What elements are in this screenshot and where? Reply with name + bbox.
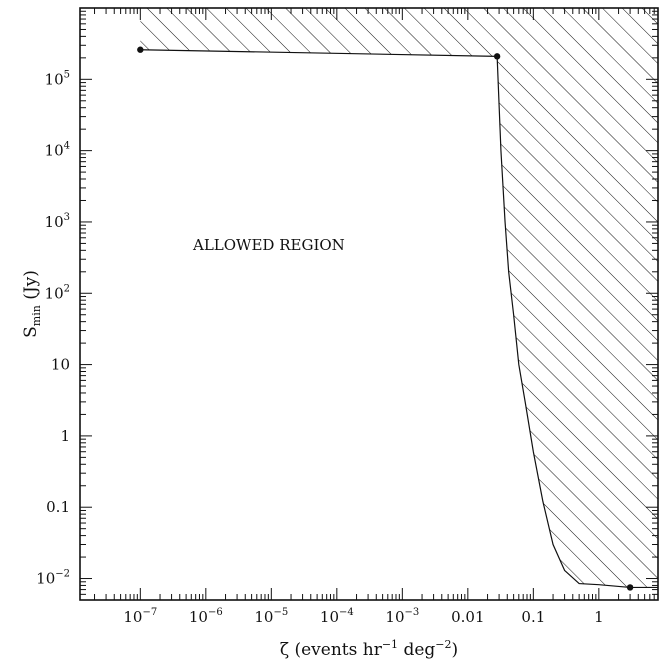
boundary-layer bbox=[140, 49, 658, 589]
x-tick-label: 0.1 bbox=[521, 608, 545, 626]
y-tick-label: 0.1 bbox=[46, 498, 70, 516]
x-tick-label: 10−5 bbox=[254, 607, 288, 626]
marker-layer bbox=[137, 46, 634, 591]
data-point-3 bbox=[626, 584, 634, 591]
region-annotation: ALLOWED REGION bbox=[192, 236, 345, 254]
data-point-2 bbox=[493, 53, 501, 60]
y-tick-label: 105 bbox=[45, 69, 70, 88]
x-tick-labels: 10−7 10−6 10−5 10−4 10−3 0.01 0.1 1 bbox=[123, 607, 603, 626]
x-tick-label: 10−3 bbox=[385, 607, 419, 626]
y-tick-label: 103 bbox=[45, 212, 70, 231]
y-tick-label: 10 bbox=[51, 356, 70, 374]
excluded-region bbox=[140, 8, 658, 588]
y-tick-label: 104 bbox=[45, 141, 70, 160]
x-axis-label: ζ (events hr−1 deg−2) bbox=[280, 638, 458, 660]
x-tick-label: 10−4 bbox=[320, 607, 354, 626]
y-tick-labels: 10−2 0.1 1 10 102 103 104 105 bbox=[36, 69, 70, 587]
y-tick-label: 1 bbox=[60, 427, 70, 445]
tick-layer bbox=[80, 7, 659, 601]
x-tick-label: 10−7 bbox=[123, 607, 157, 626]
data-point-1 bbox=[137, 46, 144, 53]
y-tick-label: 10−2 bbox=[36, 569, 70, 588]
x-tick-label: 0.01 bbox=[451, 608, 484, 626]
x-tick-label: 1 bbox=[594, 608, 604, 626]
y-tick-label: 102 bbox=[45, 283, 70, 302]
y-axis-label: Smin (Jy) bbox=[21, 270, 43, 338]
boundary-line bbox=[140, 49, 658, 589]
x-tick-label: 10−6 bbox=[189, 607, 223, 626]
hatched-excluded-area bbox=[140, 8, 658, 588]
